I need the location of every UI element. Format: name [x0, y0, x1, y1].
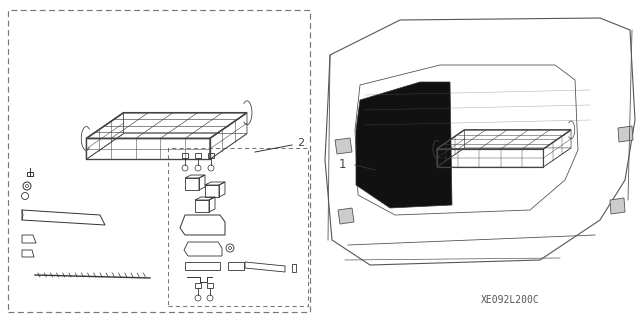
Text: XE092L200C: XE092L200C [481, 295, 540, 305]
Text: 1: 1 [339, 159, 346, 172]
Polygon shape [356, 82, 452, 208]
Polygon shape [618, 126, 633, 142]
Polygon shape [338, 208, 354, 224]
Polygon shape [335, 138, 352, 154]
Text: 2: 2 [297, 138, 304, 148]
Polygon shape [610, 198, 625, 214]
